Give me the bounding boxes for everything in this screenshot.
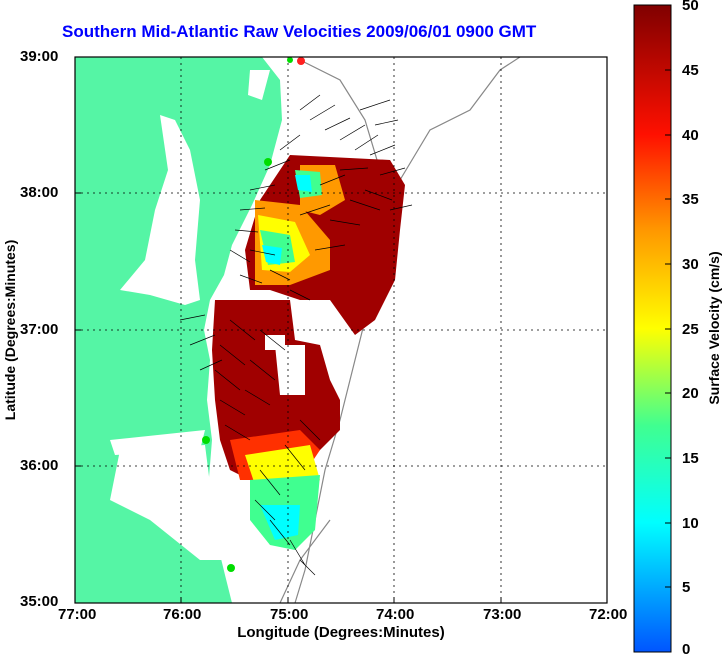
y-axis-label: Latitude (Degrees:Minutes) bbox=[2, 239, 18, 421]
radar-site-marker bbox=[264, 158, 272, 166]
colorbar-tick-label: 40 bbox=[682, 127, 699, 144]
x-tick-label: 76:00 bbox=[163, 606, 202, 623]
grid bbox=[75, 57, 607, 603]
y-tick-label: 37:00 bbox=[20, 321, 59, 338]
radar-site-marker bbox=[287, 57, 293, 63]
y-tick-label: 38:00 bbox=[20, 184, 59, 201]
chesapeake-bay bbox=[120, 115, 200, 305]
colorbar-ticks bbox=[665, 69, 671, 588]
y-tick-label: 36:00 bbox=[20, 457, 59, 474]
colorbar-tick-label: 25 bbox=[682, 321, 699, 338]
axis-ticks bbox=[75, 192, 502, 603]
colorbar-tick-label: 50 bbox=[682, 0, 699, 14]
colorbar-tick-label: 0 bbox=[682, 641, 691, 658]
colorbar-label: Surface Velocity (cm/s) bbox=[706, 251, 722, 405]
colorbar-tick-label: 10 bbox=[682, 515, 699, 532]
radar-site-marker bbox=[297, 57, 305, 65]
x-tick-label: 73:00 bbox=[483, 606, 522, 623]
x-tick-label: 77:00 bbox=[58, 606, 97, 623]
x-tick-label: 72:00 bbox=[589, 606, 628, 623]
colorbar-tick-label: 20 bbox=[682, 385, 699, 402]
x-axis-label: Longitude (Degrees:Minutes) bbox=[237, 624, 445, 641]
velocity-field bbox=[212, 155, 405, 550]
colorbar bbox=[633, 4, 672, 653]
colorbar-tick-label: 45 bbox=[682, 62, 699, 79]
chart-title: Southern Mid-Atlantic Raw Velocities 200… bbox=[62, 22, 537, 41]
delaware-bay bbox=[248, 70, 270, 100]
colorbar-tick-label: 5 bbox=[682, 579, 691, 596]
y-tick-label: 39:00 bbox=[20, 48, 59, 65]
colorbar-tick-label: 15 bbox=[682, 450, 699, 467]
colorbar-tick-label: 35 bbox=[682, 191, 699, 208]
colorbar-tick-label: 30 bbox=[682, 256, 699, 273]
radar-site-marker bbox=[227, 564, 235, 572]
radar-site-marker bbox=[202, 436, 210, 444]
bathymetry-contour bbox=[399, 57, 521, 181]
x-tick-label: 75:00 bbox=[270, 606, 309, 623]
pamlico-sound bbox=[110, 445, 225, 560]
x-tick-label: 74:00 bbox=[376, 606, 415, 623]
velocity-arrows bbox=[179, 94, 413, 576]
y-tick-label: 35:00 bbox=[20, 593, 59, 610]
